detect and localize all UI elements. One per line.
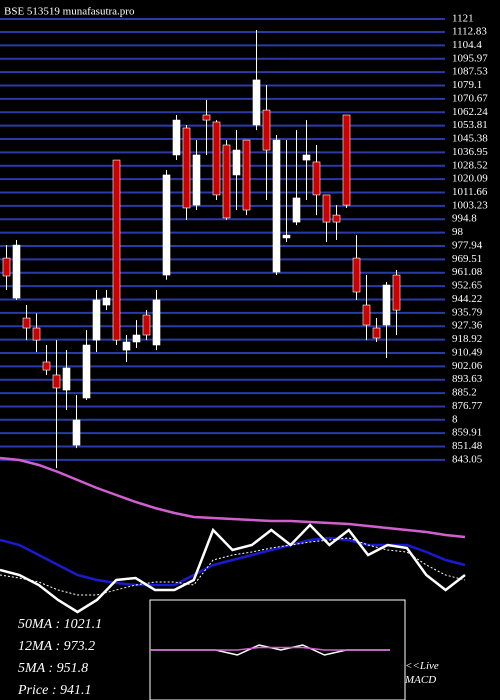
y-tick-label: 1020.09: [452, 173, 488, 185]
candle-body: [182, 127, 191, 209]
y-tick-label: 952.65: [452, 280, 483, 292]
candle-body: [52, 374, 61, 389]
candle-body: [282, 234, 291, 239]
series-line: [0, 456, 466, 539]
y-tick-label: 1095.97: [452, 52, 488, 64]
candle-body: [372, 327, 381, 339]
y-tick-label: 851.48: [452, 440, 483, 452]
candle-body: [202, 114, 211, 121]
y-tick-label: 935.79: [452, 306, 483, 318]
y-tick-label: 944.22: [452, 293, 482, 305]
candle-body: [172, 119, 181, 156]
y-tick-label: 910.49: [452, 346, 483, 358]
y-tick-label: 1003.23: [452, 199, 488, 211]
candle-body: [82, 344, 91, 399]
candle-body: [242, 139, 251, 211]
y-tick-label: 969.51: [452, 253, 482, 265]
candle-body: [92, 299, 101, 341]
candle-body: [42, 361, 51, 371]
candle-body: [302, 154, 311, 161]
series-line: [0, 537, 466, 596]
y-tick-label: 1104.4: [452, 39, 482, 51]
y-tick-label: 1112.83: [452, 26, 487, 38]
y-tick-label: 1036.95: [452, 146, 488, 158]
candle-body: [22, 317, 31, 329]
candle-body: [272, 139, 281, 273]
y-tick-label: 927.36: [452, 320, 483, 332]
y-tick-label: 977.94: [452, 239, 483, 251]
candle-body: [342, 114, 351, 206]
candle-body: [382, 284, 391, 326]
candle-body: [122, 341, 131, 351]
candle-body: [232, 149, 241, 176]
candle-body: [222, 144, 231, 219]
chart-title: BSE 513519 munafasutra.pro: [4, 6, 135, 18]
candle-body: [362, 304, 371, 326]
y-tick-label: 843.05: [452, 453, 483, 465]
y-tick-label: 859.91: [452, 427, 482, 439]
candle-body: [352, 257, 361, 293]
candle-body: [162, 174, 171, 276]
y-tick-label: 876.77: [452, 400, 483, 412]
y-tick-label: 961.08: [452, 266, 483, 278]
candle-body: [312, 161, 321, 196]
stat-label: 12MA : 973.2: [18, 639, 95, 654]
y-tick-label: 1011.66: [452, 186, 488, 198]
candle-body: [392, 274, 401, 311]
stat-label: 50MA : 1021.1: [18, 617, 102, 632]
candle-body: [192, 154, 201, 206]
stat-label: Price : 941.1: [17, 683, 91, 698]
candle-body: [292, 197, 301, 223]
candle-body: [252, 79, 261, 126]
y-tick-label: 1028.52: [452, 159, 488, 171]
y-tick-label: 1062.24: [452, 106, 488, 118]
y-tick-label: 1045.38: [452, 133, 488, 145]
y-tick-label: 8: [452, 413, 458, 425]
y-tick-label: 1121: [452, 13, 474, 25]
candle-body: [262, 109, 271, 151]
series-line: [150, 646, 390, 651]
y-tick-label: 885.2: [452, 387, 477, 399]
candle-body: [212, 121, 221, 196]
candle-body: [152, 299, 161, 346]
candle-body: [142, 314, 151, 336]
y-tick-label: 1079.1: [452, 79, 482, 91]
candle-body: [112, 159, 121, 341]
candle-body: [62, 367, 71, 391]
candle-body: [32, 327, 41, 341]
stat-label: 5MA : 951.8: [18, 661, 88, 676]
macd-title: <<Live MACD: [404, 660, 439, 686]
candle-body: [72, 419, 81, 446]
y-tick-label: 994.8: [452, 213, 477, 225]
y-tick-label: 902.06: [452, 360, 483, 372]
y-tick-label: 98: [452, 226, 464, 238]
y-tick-label: 1053.81: [452, 119, 488, 131]
y-tick-label: 1070.67: [452, 92, 488, 104]
candle-body: [2, 257, 11, 277]
candle-body: [132, 334, 141, 343]
y-tick-label: 1087.53: [452, 66, 488, 78]
y-tick-label: 893.63: [452, 373, 483, 385]
candle-body: [102, 297, 111, 306]
y-tick-label: 918.92: [452, 333, 482, 345]
candle-body: [332, 214, 341, 223]
candle-body: [322, 194, 331, 223]
series-line: [0, 523, 466, 614]
candle-body: [12, 244, 21, 299]
